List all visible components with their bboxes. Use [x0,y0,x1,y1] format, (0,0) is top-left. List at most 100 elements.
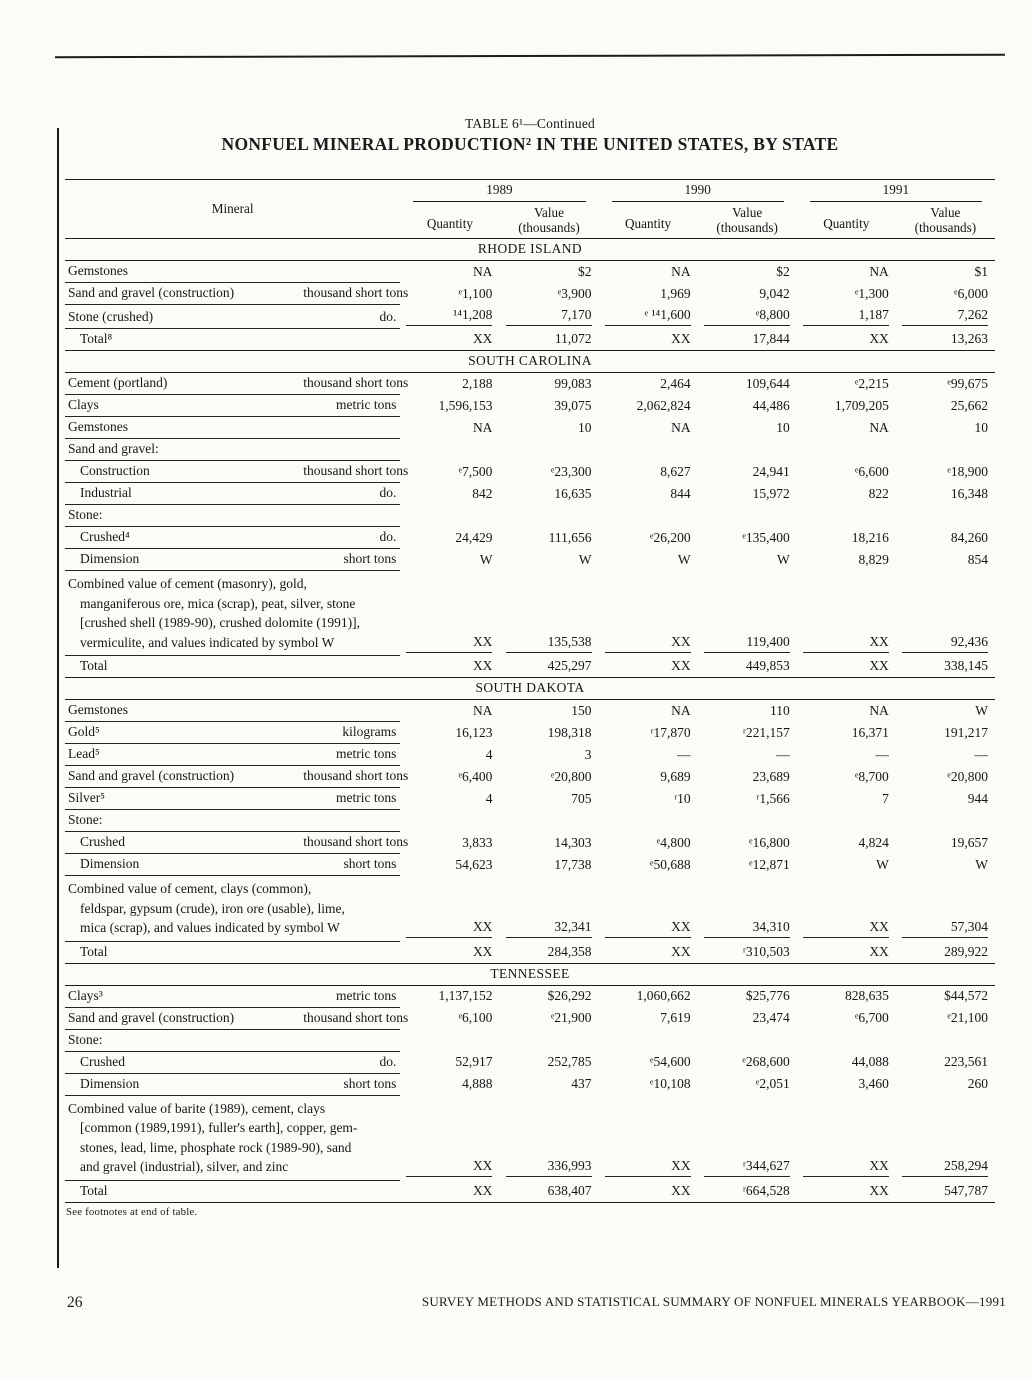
value-text: 7 [882,790,889,806]
value-cell: ʳ1,566 [698,788,797,810]
unit-label [303,416,401,439]
unit-label [303,1180,401,1203]
value-cell: NA [797,417,896,439]
value-cell: 425,297 [499,655,599,678]
table-header: Mineral 1989 1990 1991 Quantity Value (th… [65,180,995,239]
value-cell: 1,596,153 [400,395,499,417]
table-row: Gemstones NA 10 NA 10 NA 10 [65,416,995,439]
value-cell: W [797,854,896,876]
value-cell: 7 [797,788,896,810]
table-container: Mineral 1989 1990 1991 Quantity Value (th… [65,179,995,1218]
value-text: ᵉ21,900 [550,1010,592,1025]
quantity-column-header: Quantity [426,216,473,231]
value-cell: 57,304 [896,876,995,942]
state-header-row: SOUTH DAKOTA [65,677,995,700]
value-text: ʳ221,157 [742,724,790,740]
value-text: ᵉ99,675 [947,375,988,391]
value-cell [698,439,797,461]
value-text: 3,460 [858,1076,889,1091]
mineral-label: Sand and gravel (construction) [65,765,304,788]
value-text: 39,075 [554,397,592,413]
value-cell: ᵉ12,871 [698,854,797,876]
combined-value-label: Combined value of cement (masonry), gold… [65,570,401,656]
table-row: Crushed⁴ do. 24,429 111,656 ᵉ26,200 ᵉ135,400 1… [65,526,995,549]
state-name: SOUTH CAROLINA [65,350,995,373]
table-row: Combined value of cement (masonry), gold… [65,570,995,656]
value-cell: 2,464 [599,373,698,395]
value-cell: ᵉ10,108 [599,1073,698,1095]
mineral-label: Stone: [65,504,304,527]
value-cell: $2 [499,261,598,283]
value-text: 258,294 [902,1158,988,1177]
table-row: Total XX 284,358 XX ʳ310,503 XX 289,922 [65,941,995,964]
value-cell: 24,429 [400,527,499,549]
value-text: NA [472,263,493,279]
value-cell: $26,292 [499,985,598,1007]
value-text: 25,662 [950,397,988,413]
mineral-label: Dimension [65,548,304,571]
value-cell: ʳ10 [599,788,698,810]
value-cell: XX [598,655,698,678]
value-text: 7,170 [505,307,592,326]
table-row: Dimension short tons 4,888 437 ᵉ10,108 ᵉ2,051… [65,1073,995,1096]
value-cell: NA [400,417,499,439]
value-cell: XX [598,328,698,351]
left-page-border-rule [57,128,59,1268]
value-cell: XX [796,1180,896,1203]
table-row: Dimension short tons 54,623 17,738 ᵉ50,688 ᵉ1… [65,853,995,876]
table-row: Crushed do. 52,917 252,785 ᵉ54,600 ᵉ268,600 44… [65,1051,995,1074]
combined-label-line: vermiculite, and values indicated by sym… [80,634,335,650]
table-row: Total⁸ XX 11,072 XX 17,844 XX 13,263 [65,328,995,351]
value-text: 8,829 [858,551,889,567]
combined-label-line: Combined value of cement, clays (common)… [68,881,312,896]
mineral-label: Stone: [65,809,304,832]
value-text: 284,358 [547,943,592,959]
value-text: XX [671,1182,691,1198]
value-text: ᵉ6,000 [954,285,988,301]
value-cell: ᵉ1,100 [400,283,499,305]
value-text: 705 [571,790,592,806]
value-text: 854 [967,551,988,567]
value-cell: XX [400,571,499,656]
value-text: ʳ10 [674,790,691,806]
total-label: Total [65,655,304,678]
value-text: ᵉ2,215 [854,375,889,391]
value-cell: W [599,549,698,571]
mineral-column-header: Mineral [211,201,254,216]
quantity-column-header: Quantity [823,216,870,231]
mineral-label: Dimension [65,1073,304,1096]
value-text: — [875,746,889,762]
value-text: ᵉ6,600 [854,463,889,479]
total-label: Total [65,941,304,964]
value-cell: ¹⁴1,208 [400,305,499,329]
value-text: ᵉ20,800 [947,768,988,784]
value-cell: W [698,549,797,571]
value-text: $25,776 [745,988,790,1003]
value-cell: 4 [400,744,499,766]
combined-label-line: Combined value of barite (1989), cement,… [68,1100,326,1116]
value-cell: ᵉ54,600 [599,1051,698,1073]
value-cell: XX [400,1095,499,1180]
value-cell: 7,170 [499,305,598,329]
value-text: ᵉ8,800 [703,307,790,326]
value-text: ᵉ23,300 [550,463,592,479]
value-cell [698,505,797,527]
mineral-label: Clays [65,394,304,417]
value-text: ᵉ50,688 [650,856,691,872]
value-cell: ᵉ20,800 [499,766,598,788]
value-cell: XX [796,328,896,351]
value-cell [599,505,698,527]
value-text: XX [472,1182,493,1198]
value-cell: 10 [499,417,598,439]
mineral-label: Stone: [65,1029,304,1052]
value-text: 1,709,205 [834,397,889,413]
value-cell: ᵉ8,700 [797,766,896,788]
value-text: 223,561 [944,1054,988,1069]
value-text: 425,297 [547,658,592,673]
value-cell [896,439,995,461]
value-cell: 7,619 [599,1007,698,1029]
value-text: 110 [769,702,790,718]
value-cell: 25,662 [896,395,995,417]
value-text: 2,464 [660,375,691,391]
value-cell: — [896,744,995,766]
